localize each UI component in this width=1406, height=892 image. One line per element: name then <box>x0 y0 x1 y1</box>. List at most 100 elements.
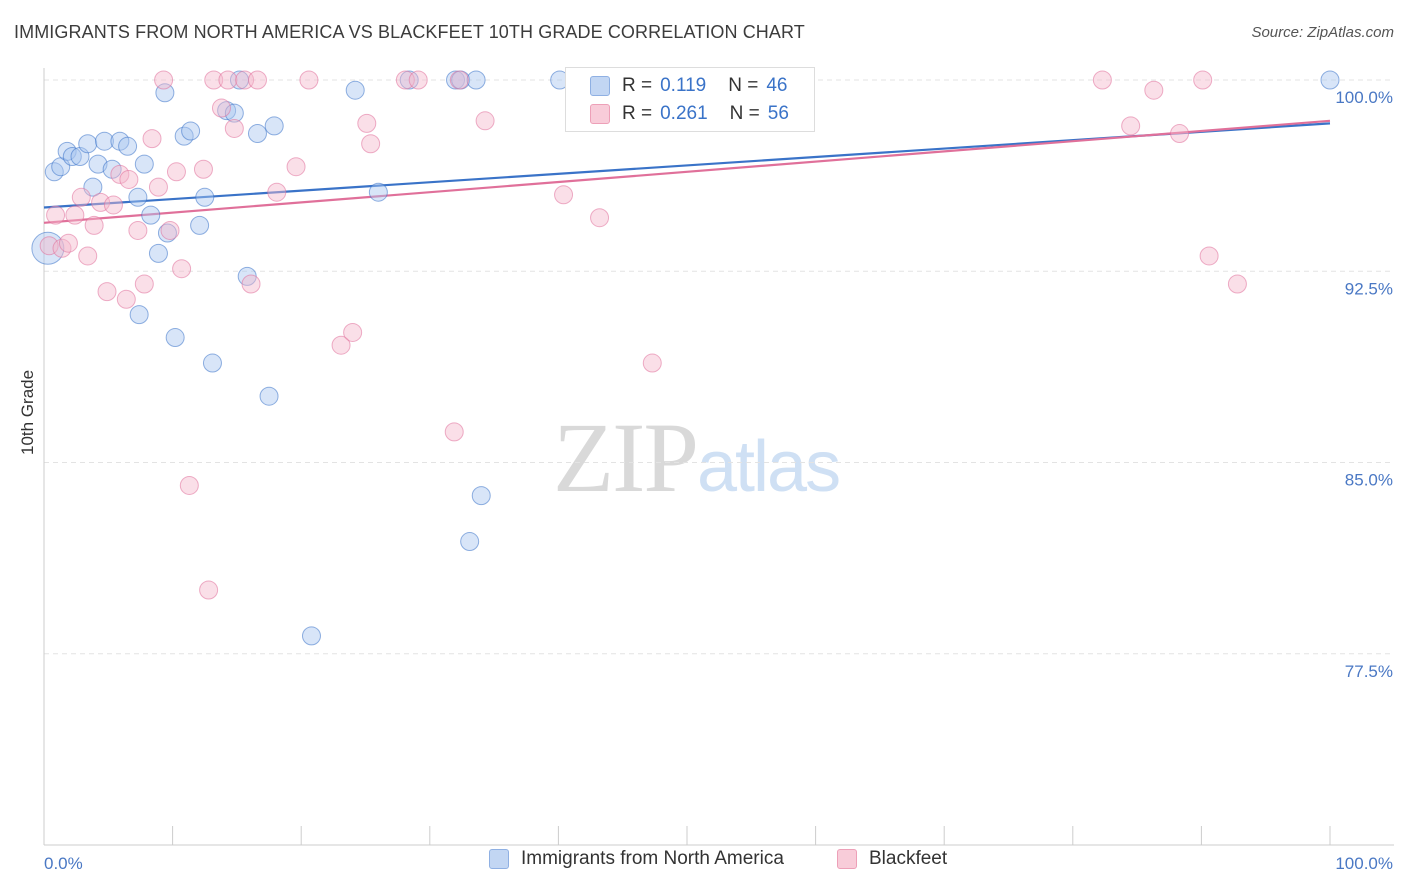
point-north-america <box>44 162 64 182</box>
point-blackfeet <box>97 282 117 302</box>
point-blackfeet <box>58 233 78 253</box>
x-tick-label: 0.0% <box>44 854 83 873</box>
point-north-america <box>129 305 149 325</box>
point-blackfeet <box>1144 80 1164 100</box>
legend-swatch-blue <box>590 76 610 96</box>
point-blackfeet <box>46 205 66 225</box>
legend-n-value: 56 <box>767 103 789 124</box>
point-blackfeet <box>199 580 219 600</box>
point-blackfeet <box>84 215 104 235</box>
data-points <box>31 70 1340 646</box>
grid-lines <box>44 79 1394 655</box>
point-blackfeet <box>449 70 469 90</box>
axes <box>43 68 1394 846</box>
point-north-america <box>181 121 201 141</box>
point-blackfeet <box>361 134 381 154</box>
point-blackfeet <box>343 322 363 342</box>
point-blackfeet <box>1121 116 1141 136</box>
point-north-america <box>195 187 215 207</box>
legend-n-label: N = <box>728 75 759 96</box>
y-tick-label: 100.0% <box>1335 88 1393 107</box>
point-blackfeet <box>193 159 213 179</box>
point-blackfeet <box>286 157 306 177</box>
trend-lines <box>43 119 1331 224</box>
watermark: ZIPatlas <box>553 400 841 515</box>
point-north-america <box>174 126 194 146</box>
point-north-america <box>345 80 365 100</box>
point-blackfeet <box>71 187 91 207</box>
point-blackfeet <box>128 220 148 240</box>
point-blackfeet <box>110 164 130 184</box>
point-north-america <box>128 187 148 207</box>
point-blackfeet <box>267 182 287 202</box>
point-blackfeet <box>103 195 123 215</box>
point-north-america <box>118 136 138 156</box>
series-legend-item-blackfeet[interactable]: Blackfeet <box>837 848 947 870</box>
point-blackfeet <box>408 70 428 90</box>
correlation-legend: R = 0.119 N = 46 R = 0.261 N = 56 <box>565 67 815 132</box>
point-blackfeet <box>1193 70 1213 90</box>
point-north-america <box>224 103 244 123</box>
point-blackfeet <box>65 205 85 225</box>
trend-line-blackfeet <box>43 119 1331 224</box>
point-north-america <box>202 353 222 373</box>
legend-r-label: R = <box>622 75 653 96</box>
point-north-america <box>471 486 491 506</box>
point-blackfeet <box>1170 124 1190 144</box>
point-blackfeet <box>299 70 319 90</box>
series-name-north-america: Immigrants from North America <box>521 848 784 869</box>
point-north-america <box>78 134 98 154</box>
point-blackfeet <box>179 475 199 495</box>
watermark-zip: ZIP <box>553 402 699 513</box>
point-north-america <box>165 328 185 348</box>
legend-r-label: R = <box>622 103 653 124</box>
point-north-america <box>141 205 161 225</box>
point-blackfeet <box>331 335 351 355</box>
point-blackfeet <box>1199 246 1219 266</box>
tick-labels: 77.5% 85.0% 92.5% 100.0% 0.0% 100.0% <box>44 88 1393 873</box>
series-name-blackfeet: Blackfeet <box>869 848 948 869</box>
legend-r-value: 0.261 <box>660 103 708 124</box>
point-north-america <box>466 70 486 90</box>
point-north-america <box>217 101 237 121</box>
point-north-america <box>62 147 82 166</box>
point-blackfeet <box>52 238 72 258</box>
point-blackfeet <box>554 185 574 205</box>
legend-n-value: 46 <box>766 75 788 96</box>
point-blackfeet <box>78 246 98 266</box>
point-blackfeet <box>148 177 168 197</box>
legend-row-north-america: R = 0.119 N = 46 <box>590 72 788 100</box>
point-blackfeet <box>172 259 192 279</box>
y-tick-label: 77.5% <box>1345 662 1393 681</box>
point-north-america <box>134 154 154 174</box>
point-north-america <box>368 182 388 202</box>
point-north-america <box>157 223 177 243</box>
point-blackfeet <box>204 70 224 90</box>
y-tick-label: 92.5% <box>1345 279 1393 298</box>
point-north-america <box>190 215 210 235</box>
point-blackfeet <box>166 162 186 182</box>
point-blackfeet <box>357 113 377 133</box>
point-north-america <box>88 154 108 174</box>
chart-title: IMMIGRANTS FROM NORTH AMERICA VS BLACKFE… <box>14 22 805 42</box>
series-legend-item-north-america[interactable]: Immigrants from North America <box>489 848 784 870</box>
point-blackfeet <box>247 70 267 90</box>
point-north-america <box>264 116 284 136</box>
point-north-america <box>247 124 267 144</box>
point-north-america <box>259 386 279 406</box>
point-north-america <box>57 141 77 161</box>
point-blackfeet <box>134 274 154 294</box>
point-blackfeet <box>444 422 464 442</box>
point-blackfeet <box>154 70 174 90</box>
y-tick-label: 85.0% <box>1345 471 1393 490</box>
point-blackfeet <box>211 98 231 118</box>
legend-row-blackfeet: R = 0.261 N = 56 <box>590 100 789 128</box>
point-blackfeet <box>241 274 261 294</box>
point-blackfeet <box>142 129 162 149</box>
legend-swatch-pink <box>590 104 610 124</box>
point-blackfeet <box>160 220 180 240</box>
point-north-america <box>1320 70 1340 90</box>
watermark-atlas: atlas <box>697 427 841 507</box>
source-label: Source: ZipAtlas.com <box>1251 24 1394 41</box>
